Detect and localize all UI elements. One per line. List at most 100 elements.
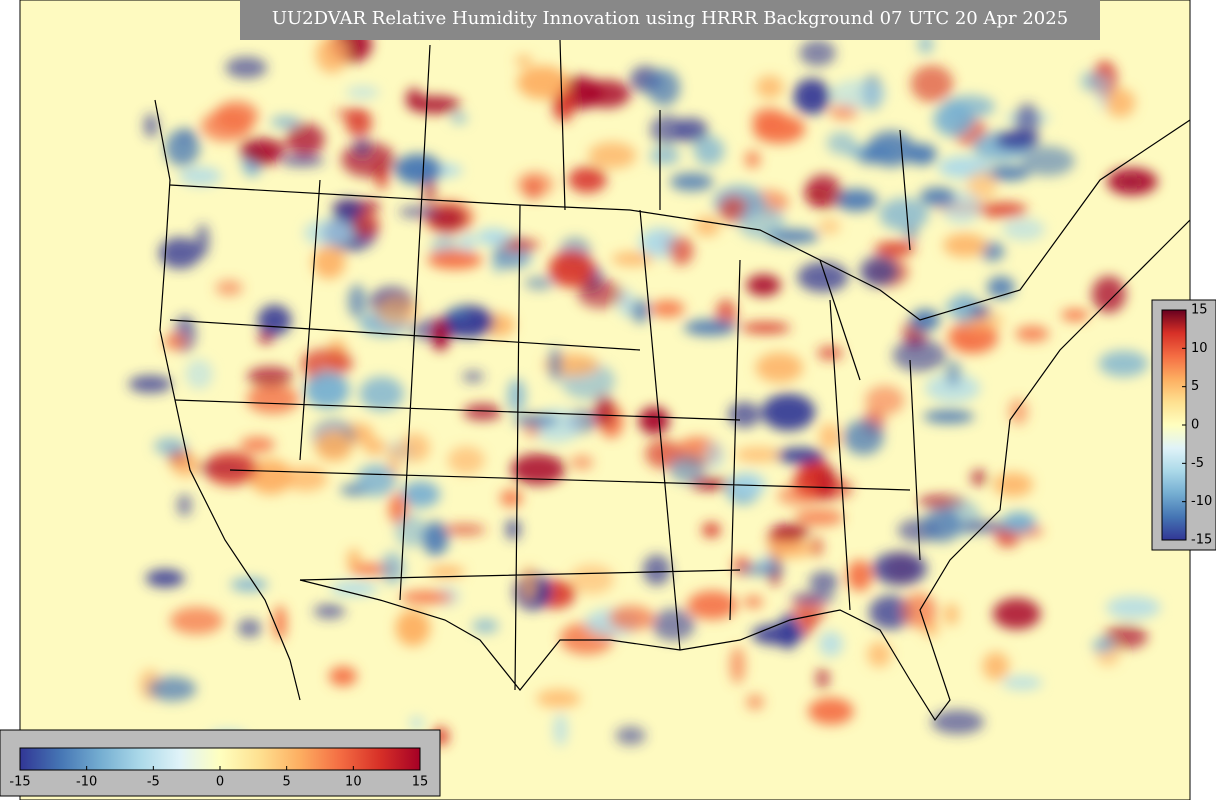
field-blob bbox=[933, 102, 974, 137]
field-blob bbox=[799, 39, 836, 67]
field-blob bbox=[978, 202, 1028, 218]
field-blob bbox=[347, 284, 367, 319]
field-blob bbox=[239, 138, 286, 163]
field-blob bbox=[398, 205, 440, 219]
field-blob bbox=[153, 437, 187, 455]
field-blob bbox=[1061, 309, 1089, 321]
field-blob bbox=[510, 453, 566, 486]
field-blob bbox=[179, 166, 222, 186]
field-blob bbox=[944, 603, 959, 626]
field-blob bbox=[1002, 218, 1045, 241]
field-blob bbox=[143, 113, 159, 138]
field-blob bbox=[548, 250, 595, 288]
field-blob bbox=[230, 578, 268, 592]
field-blob bbox=[755, 352, 804, 383]
field-blob bbox=[608, 605, 654, 631]
field-blob bbox=[919, 187, 957, 207]
tick-label: -10 bbox=[1191, 494, 1212, 509]
field-blob bbox=[668, 236, 694, 266]
colorbar-ticks: -15 -10 -5 0 5 10 15 15 10 5 0 -5 -10 -15 bbox=[9, 303, 1212, 790]
south-east-coast bbox=[299, 219, 1190, 722]
field-blob bbox=[283, 466, 328, 492]
field-blob bbox=[400, 481, 441, 508]
field-blob bbox=[830, 79, 887, 110]
field-blob bbox=[1014, 103, 1041, 140]
field-blob bbox=[729, 646, 746, 684]
field-blob bbox=[447, 446, 485, 475]
field-blob bbox=[328, 666, 357, 687]
field-blob bbox=[1080, 71, 1100, 92]
field-blob bbox=[427, 250, 483, 270]
field-blob bbox=[431, 318, 450, 352]
map-title: UU2DVAR Relative Humidity Innovation usi… bbox=[272, 8, 1068, 29]
field-blob bbox=[945, 359, 962, 386]
field-blob bbox=[577, 279, 624, 309]
tick-label: 10 bbox=[345, 775, 362, 790]
tick-label: 0 bbox=[1191, 418, 1199, 433]
field-blob bbox=[313, 604, 346, 619]
field-blob bbox=[475, 228, 511, 246]
field-blob bbox=[568, 166, 607, 193]
field-blob bbox=[797, 261, 849, 293]
field-blob bbox=[958, 338, 980, 351]
field-blob bbox=[960, 520, 1011, 533]
field-blob bbox=[163, 333, 187, 351]
field-blob bbox=[638, 406, 670, 435]
field-blob bbox=[728, 401, 761, 428]
field-blob bbox=[1001, 675, 1043, 690]
field-blob bbox=[669, 454, 706, 484]
field-blob bbox=[300, 348, 353, 378]
field-blob bbox=[315, 35, 348, 74]
field-blob bbox=[669, 172, 714, 192]
field-blob bbox=[524, 276, 555, 290]
tick-label: 0 bbox=[216, 775, 224, 790]
field-blob bbox=[993, 472, 1033, 497]
state-lines bbox=[169, 44, 921, 691]
field-blob bbox=[549, 346, 562, 382]
field-blob bbox=[794, 508, 844, 527]
field-blob bbox=[352, 211, 380, 238]
field-blob bbox=[737, 204, 785, 240]
field-blob bbox=[520, 565, 537, 602]
field-blob bbox=[304, 219, 354, 247]
field-blob bbox=[910, 65, 954, 103]
field-blob bbox=[1098, 350, 1149, 377]
field-blob bbox=[771, 524, 810, 540]
field-blob bbox=[808, 697, 854, 725]
field-blob bbox=[804, 174, 842, 210]
field-blob bbox=[170, 606, 224, 635]
field-blob bbox=[694, 216, 721, 237]
field-blob bbox=[201, 110, 253, 142]
field-blob bbox=[734, 446, 782, 463]
field-blob bbox=[683, 319, 737, 336]
field-blob bbox=[347, 548, 361, 569]
field-blob bbox=[966, 170, 997, 201]
tick-label: 15 bbox=[1191, 303, 1208, 318]
field-blob bbox=[376, 295, 418, 326]
field-blob bbox=[428, 566, 465, 578]
field-blob bbox=[315, 431, 353, 462]
field-blob bbox=[513, 414, 560, 428]
field-blob bbox=[312, 245, 346, 279]
field-blob bbox=[505, 518, 522, 541]
field-blob bbox=[171, 453, 202, 478]
field-blob bbox=[790, 592, 836, 604]
field-blob bbox=[499, 489, 523, 507]
field-blob bbox=[746, 274, 781, 297]
field-blob bbox=[380, 552, 405, 585]
field-blob bbox=[744, 150, 761, 169]
tick-label: -15 bbox=[1191, 533, 1212, 548]
humidity-field bbox=[128, 25, 1161, 747]
field-blob bbox=[147, 676, 197, 702]
field-blob bbox=[203, 451, 259, 486]
field-blob bbox=[777, 485, 817, 506]
field-blob bbox=[215, 280, 243, 296]
field-blob bbox=[693, 135, 725, 166]
field-blob bbox=[399, 590, 454, 604]
field-blob bbox=[237, 618, 262, 638]
field-blob bbox=[553, 713, 568, 747]
field-blob bbox=[502, 238, 541, 252]
field-blob bbox=[969, 303, 991, 320]
field-blob bbox=[270, 116, 301, 128]
